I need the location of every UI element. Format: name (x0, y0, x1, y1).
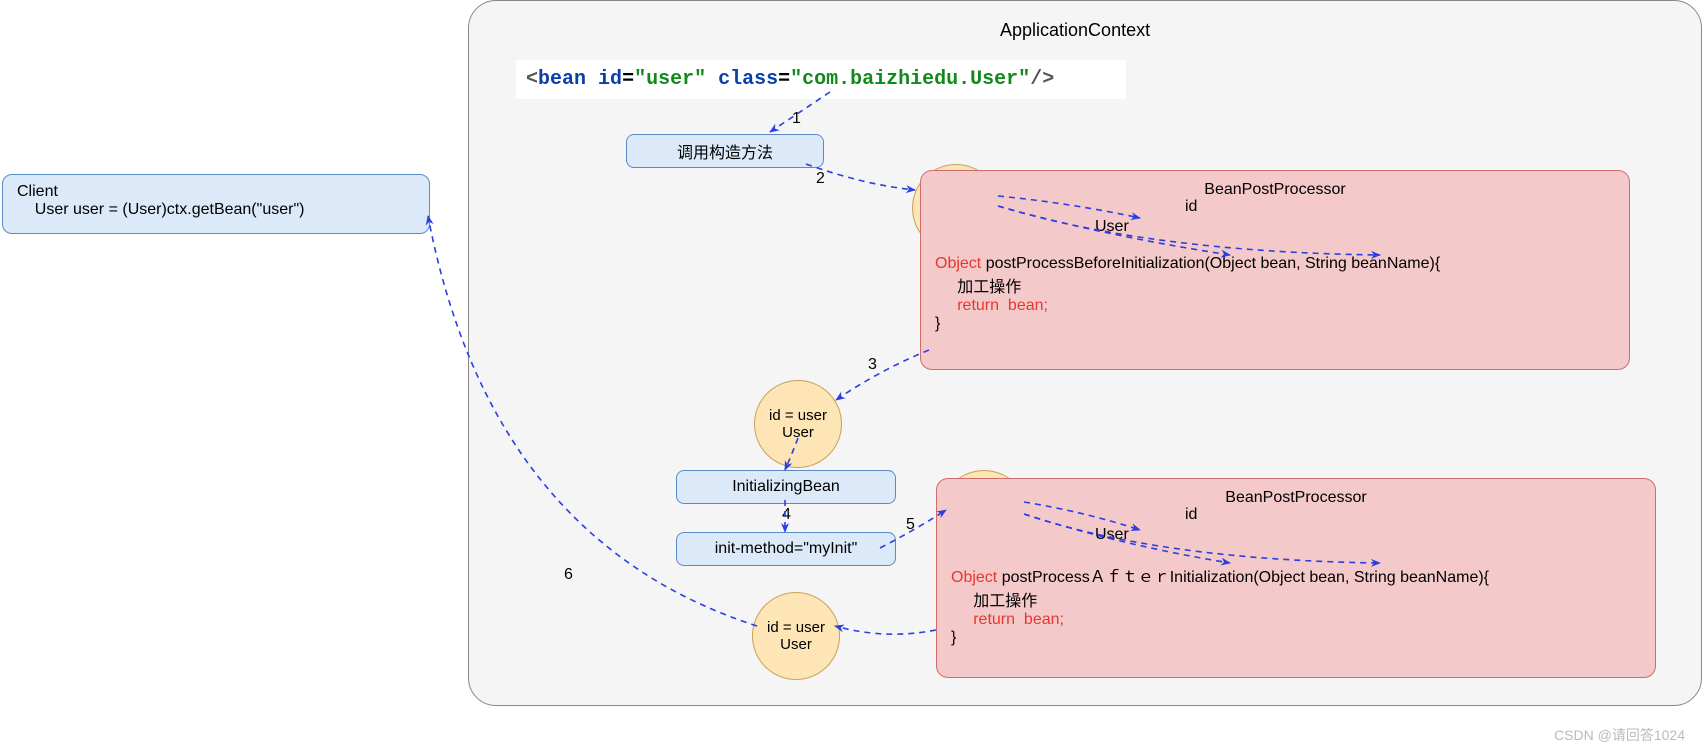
edge-label-3: 3 (868, 356, 877, 374)
bean-xml-definition: <bean id="user" class="com.baizhiedu.Use… (516, 60, 1126, 99)
bpp1-title: BeanPostProcessor (935, 181, 1615, 199)
bpp-before-box: BeanPostProcessor Object postProcessBefo… (920, 170, 1630, 370)
bpp1-line1-rest: postProcessBeforeInitialization(Object b… (981, 255, 1440, 272)
bpp-after-box: BeanPostProcessor Object postProcessＡｆｔｅ… (936, 478, 1656, 678)
bpp1-line2: 加工操作 (935, 273, 1615, 297)
user-circle-4-id: id = user (767, 619, 825, 636)
bpp2-user-label: User (1095, 526, 1129, 544)
edge-label-6: 6 (564, 566, 573, 584)
bpp2-id-label: id (1185, 506, 1197, 524)
user-circle-4: id = user User (752, 592, 840, 680)
xml-close: /> (1030, 68, 1054, 91)
bpp2-line3: return bean; (951, 611, 1641, 629)
bpp2-line1: Object postProcessＡｆｔｅｒInitialization(Ob… (951, 563, 1641, 587)
bpp1-line3: return bean; (935, 297, 1615, 315)
watermark: CSDN @请回答1024 (1554, 725, 1685, 745)
edge-label-1: 1 (792, 110, 801, 128)
initializing-bean-label: InitializingBean (732, 478, 840, 496)
edge-label-5: 5 (906, 516, 915, 534)
application-context-title: ApplicationContext (1000, 20, 1150, 41)
bpp2-title: BeanPostProcessor (951, 489, 1641, 507)
edge-label-2: 2 (816, 170, 825, 188)
user-circle-2: id = user User (754, 380, 842, 468)
constructor-node: 调用构造方法 (626, 134, 824, 168)
xml-attr-class: class (718, 68, 778, 91)
constructor-label: 调用构造方法 (677, 139, 773, 163)
edge-label-4: 4 (782, 506, 791, 524)
user-circle-2-id: id = user (769, 407, 827, 424)
bpp1-user-label: User (1095, 218, 1129, 236)
client-code: User user = (User)ctx.getBean("user") (17, 201, 415, 219)
user-circle-4-type: User (780, 636, 812, 653)
bpp2-line2: 加工操作 (951, 587, 1641, 611)
client-box: Client User user = (User)ctx.getBean("us… (2, 174, 430, 234)
client-title: Client (17, 183, 415, 201)
bpp2-line1-rest: postProcessＡｆｔｅｒInitialization(Object be… (997, 569, 1489, 586)
xml-val-class: "com.baizhiedu.User" (790, 68, 1030, 91)
bpp1-line4: } (935, 315, 1615, 333)
init-method-node: init-method="myInit" (676, 532, 896, 566)
xml-bracket: < (526, 68, 538, 91)
xml-tag: bean (538, 68, 586, 91)
bpp2-line1-pre: Object (951, 569, 997, 586)
bpp1-line1-pre: Object (935, 255, 981, 272)
initializing-bean-node: InitializingBean (676, 470, 896, 504)
bpp1-id-label: id (1185, 198, 1197, 216)
xml-val-id: "user" (634, 68, 706, 91)
xml-attr-id: id (598, 68, 622, 91)
user-circle-2-type: User (782, 424, 814, 441)
bpp1-line1: Object postProcessBeforeInitialization(O… (935, 255, 1615, 273)
init-method-label: init-method="myInit" (715, 540, 858, 558)
bpp2-line4: } (951, 629, 1641, 647)
